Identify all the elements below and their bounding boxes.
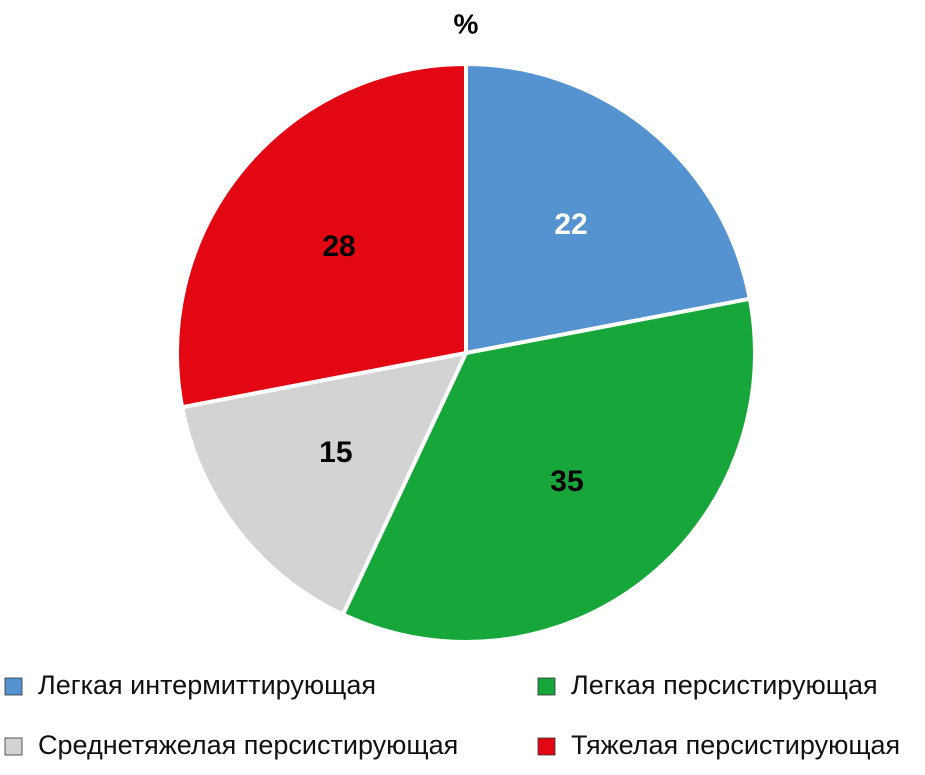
legend-label: Легкая интермиттирующая xyxy=(38,670,376,700)
pie-slice xyxy=(175,61,468,410)
legend-swatch xyxy=(537,677,556,696)
pie-slice xyxy=(179,350,470,618)
chart-title: % xyxy=(454,8,479,39)
data-label: 28 xyxy=(322,230,355,263)
legend-swatch xyxy=(4,737,23,756)
legend-label: Тяжелая персистирующая xyxy=(571,730,900,760)
data-label: 22 xyxy=(554,208,587,241)
legend-label: Среднетяжелая персистирующая xyxy=(38,730,458,760)
data-label: 35 xyxy=(550,465,583,498)
pie-slice xyxy=(340,296,757,644)
data-label: 15 xyxy=(319,436,352,469)
legend-label: Легкая персистирующая xyxy=(571,670,878,700)
legend-swatch xyxy=(4,677,23,696)
pie-slice xyxy=(464,61,753,356)
legend-swatch xyxy=(537,737,556,756)
